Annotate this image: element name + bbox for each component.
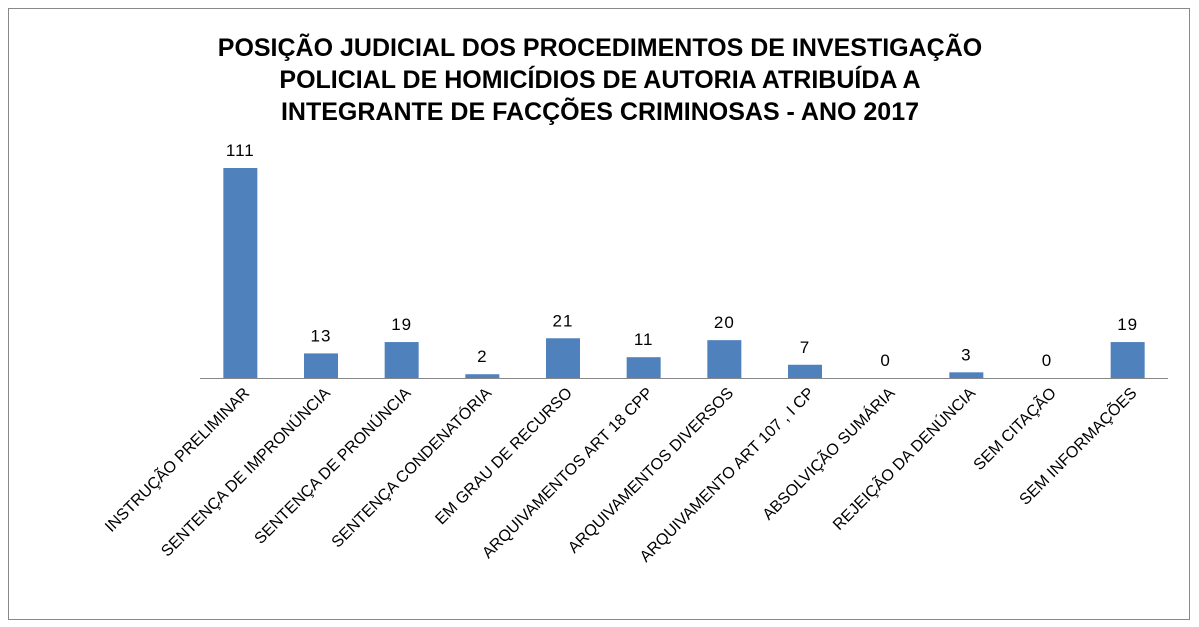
chart-frame	[8, 8, 1190, 620]
value-label: 0	[1042, 351, 1052, 370]
value-label: 19	[391, 315, 412, 334]
chart-title: POLICIAL DE HOMICÍDIOS DE AUTORIA ATRIBU…	[279, 65, 920, 94]
chart-title: INTEGRANTE DE FACÇÕES CRIMINOSAS - ANO 2…	[281, 96, 919, 126]
bar	[626, 357, 661, 378]
value-label: 3	[961, 345, 971, 364]
value-label: 21	[553, 311, 574, 330]
value-label: 7	[800, 338, 810, 357]
value-label: 0	[880, 351, 890, 370]
bar	[1110, 342, 1145, 378]
value-label: 2	[477, 347, 487, 366]
bar	[465, 374, 500, 378]
bar	[384, 342, 419, 378]
value-label: 11	[634, 330, 654, 349]
value-label: 20	[714, 313, 735, 332]
value-label: 19	[1117, 315, 1138, 334]
bar	[546, 338, 580, 378]
bar	[304, 353, 338, 378]
bar	[223, 168, 258, 378]
value-label: 111	[226, 141, 255, 160]
chart-title: POSIÇÃO JUDICIAL DOS PROCEDIMENTOS DE IN…	[218, 32, 982, 62]
bar	[707, 340, 742, 378]
bar	[788, 364, 822, 378]
value-label: 13	[311, 326, 332, 345]
bar	[949, 372, 984, 378]
